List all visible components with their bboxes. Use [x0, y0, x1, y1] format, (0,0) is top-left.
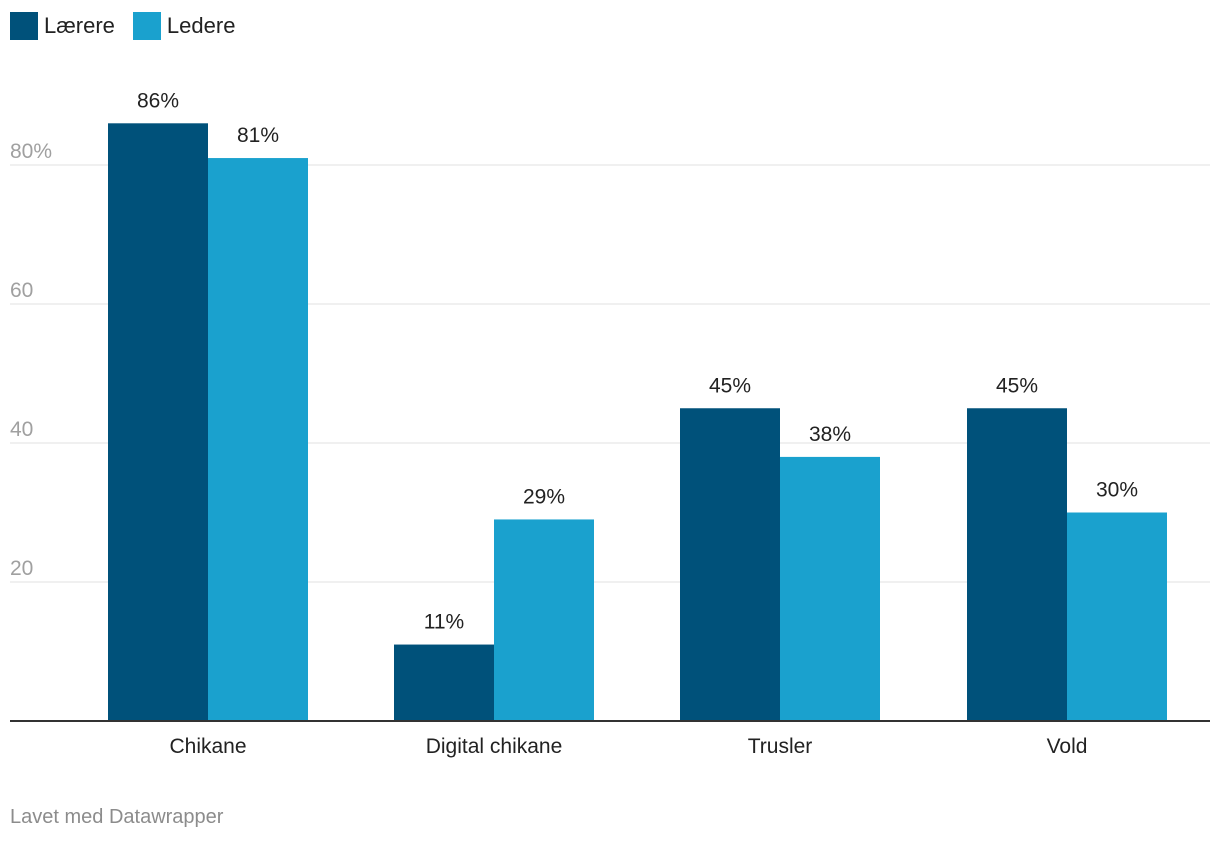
bar-laerere: [680, 408, 780, 721]
legend: Lærere Ledere: [10, 12, 235, 40]
bar-ledere: [208, 158, 308, 722]
y-tick-label: 20: [10, 557, 33, 580]
data-label: 86%: [137, 89, 179, 112]
legend-item-ledere: Ledere: [132, 12, 236, 40]
y-tick-label: 80%: [10, 140, 52, 163]
data-label: 45%: [709, 374, 751, 397]
legend-swatch-ledere: [132, 12, 161, 40]
data-label: 38%: [809, 423, 851, 446]
y-tick-label: 40: [10, 418, 33, 441]
data-label: 81%: [237, 124, 279, 147]
x-tick-label: Digital chikane: [426, 735, 563, 758]
x-tick-label: Chikane: [169, 735, 246, 758]
x-tick-label: Vold: [1047, 735, 1088, 758]
y-tick-label: 60: [10, 279, 33, 302]
legend-label-laerere: Lærere: [44, 13, 115, 38]
bar-laerere: [967, 408, 1067, 721]
data-label: 11%: [424, 611, 464, 634]
data-label: 30%: [1096, 479, 1138, 502]
x-axis: Chikane Digital chikane Trusler Vold: [10, 720, 1210, 758]
legend-item-laerere: Lærere: [10, 12, 115, 40]
legend-label-ledere: Ledere: [166, 13, 236, 38]
bars: [108, 123, 1167, 722]
bar-laerere: [108, 123, 208, 722]
data-label: 29%: [523, 485, 565, 508]
bar-ledere: [780, 456, 880, 721]
legend-swatch-laerere: [10, 12, 38, 40]
x-tick-label: Trusler: [748, 735, 813, 758]
data-label: 45%: [996, 374, 1038, 397]
bar-ledere: [494, 519, 594, 721]
footer-credit: Lavet med Datawrapper: [10, 806, 224, 828]
data-labels: 86% 81% 11% 29% 45% 38% 45% 30%: [137, 89, 1138, 633]
bar-laerere: [394, 644, 494, 721]
bar-ledere: [1067, 512, 1167, 721]
